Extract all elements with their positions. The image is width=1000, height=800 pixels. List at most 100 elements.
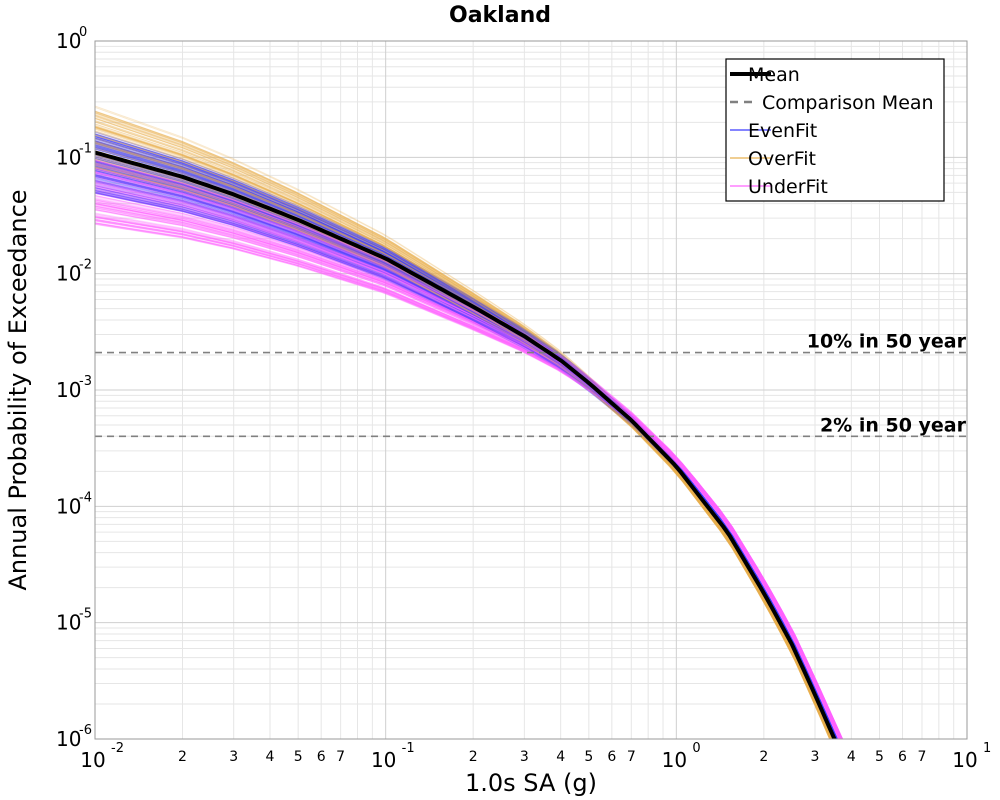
ensemble-curve [95,216,843,739]
x-tick-label: 10 [371,748,396,772]
y-tick-label: 10 [56,378,81,402]
ensemble-curve [95,167,838,739]
ensemble-curve [95,183,838,739]
ensemble-curve [95,131,832,739]
ensemble-curve [95,158,833,739]
x-minor-tick-label: 5 [294,749,303,765]
ensemble-curve [95,117,832,739]
ensemble-curve [95,167,831,739]
ensemble-curve [95,184,840,739]
ensemble-curve [95,223,841,739]
ensemble-curve [95,179,842,739]
ensemble-curve [95,174,838,739]
x-tick-exponent: -2 [111,741,124,756]
ensemble-curve [95,110,833,739]
legend: Mean Comparison Mean EvenFit OverFit UnderFi… [725,58,945,202]
ensemble-curve [95,126,833,739]
ensemble-curve [95,181,841,739]
ensemble-curve [95,163,832,739]
ensemble-curve [95,156,832,739]
x-tick-exponent: 0 [692,741,700,756]
x-minor-tick-label: 2 [469,749,478,765]
ensemble-curve [95,143,838,739]
y-tick-label: 10 [56,145,81,169]
ensemble-curve [95,180,841,739]
ensemble-curve [95,195,840,739]
x-tick-label: 10 [80,748,105,772]
ensemble-curve [95,192,838,739]
ensemble-curve [95,198,841,739]
ensemble-curve [95,209,840,739]
y-tick-exponent: -5 [79,607,92,622]
ensemble-curve [95,116,832,739]
x-minor-tick-label: 7 [918,749,927,765]
ensemble-curve [95,170,843,739]
ensemble-curve [95,222,844,739]
ensemble-curve [95,188,843,739]
ensemble-curve [95,175,842,739]
x-minor-tick-label: 7 [336,749,345,765]
ensemble-curve [95,209,842,739]
ensemble-curve [95,218,842,739]
ensemble-curve [95,118,833,739]
ensemble-curve [95,182,839,739]
ensemble-curve [95,199,841,739]
ensemble-curve [95,203,842,739]
x-minor-tick-label: 5 [875,749,884,765]
ensemble-curve [95,167,833,739]
x-tick-label: 10 [952,748,977,772]
x-axis-ticks: 10 -2 10 -1 10 0 10 12 3 4 5 6 7 2 3 4 5 6 7 2 3 4 5 6 7 [80,741,991,772]
ensemble-curve [95,207,842,739]
ensemble-curve [95,192,843,739]
ensemble-curve [95,201,843,739]
ensemble-curve [95,133,832,739]
ensemble-curve [95,205,840,739]
ensemble-curve [95,220,842,739]
ensemble-curve [95,209,841,739]
ensemble-curve [95,219,841,739]
ensemble-curve [95,202,840,739]
ensemble-curve [95,163,831,739]
ensemble-curve [95,199,840,739]
ensemble-curve [95,162,832,739]
ensemble-curve [95,173,840,739]
ensemble-curve [95,175,838,739]
ensemble-curve [95,110,833,739]
ensemble-curve [95,172,843,739]
ensemble-curve [95,175,840,739]
y-tick-label: 10 [56,29,81,53]
ensemble-curve [95,201,840,739]
ensemble-curve [95,165,831,739]
ensemble-curve [95,148,838,739]
ensemble-curve [95,113,832,739]
ensemble-curve [95,205,843,739]
legend-label: EvenFit [748,120,817,142]
x-minor-tick-label: 4 [847,749,856,765]
y-tick-label: 10 [56,262,81,286]
ensemble-curve [95,128,833,739]
ensemble-curve [95,110,832,739]
x-minor-tick-label: 7 [627,749,636,765]
reference-line-label: 2% in 50 year [820,414,967,436]
ensemble-curve [95,212,841,739]
ensemble-curve [95,214,842,739]
ensemble-curve [95,218,842,739]
ensemble-curve [95,216,842,739]
ensemble-curve [95,196,840,739]
mean-series [95,150,837,739]
ensemble-curve [95,168,842,739]
ensemble-curve [95,166,840,739]
ensemble-curve [95,172,840,739]
ensemble-curve [95,203,843,739]
ensemble-curve [95,185,842,739]
ensemble-curve [95,215,841,739]
ensemble-curve [95,216,842,739]
ensemble-curve [95,130,832,739]
ensemble-curve [95,200,840,739]
ensemble-curve [95,194,842,739]
ensemble-curve [95,120,833,739]
ensemble-curve [95,203,842,739]
ensemble-curve [95,144,838,739]
ensemble-curve [95,124,831,739]
